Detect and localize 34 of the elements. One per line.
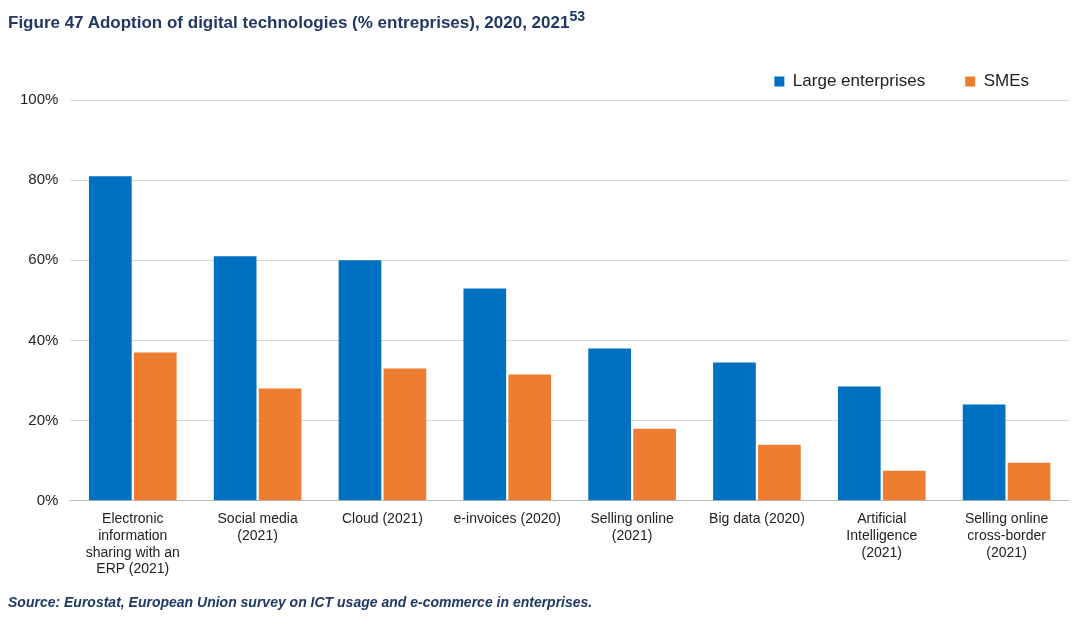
bar: [713, 362, 756, 500]
bar: [882, 470, 926, 500]
x-tick-label: Big data (2020): [709, 509, 805, 526]
legend-label: Large enterprises: [792, 70, 926, 90]
x-tick-label: Selling online cross-border (2021): [964, 509, 1049, 560]
y-tick-label: 20%: [28, 410, 59, 428]
x-tick-label: Electronic information sharing with an ERP (2021): [85, 509, 180, 577]
x-tick-label: Cloud (2021): [341, 509, 423, 526]
y-tick-label: 40%: [28, 330, 59, 348]
bar: [133, 352, 177, 500]
source-note: Source: Eurostat, European Union survey on ICT usage and e-commerce in enterprises.: [8, 593, 594, 610]
bar: [962, 404, 1006, 500]
y-tick-label: 60%: [28, 250, 59, 268]
x-tick-label: Artificial Intelligence (2021): [846, 509, 918, 560]
bar: [508, 374, 552, 500]
bar: [383, 368, 427, 500]
bar: [837, 386, 881, 500]
y-tick-label: 80%: [28, 169, 59, 187]
bar: [213, 255, 257, 500]
bar: [258, 388, 302, 500]
bar: [588, 348, 631, 500]
bar: [633, 428, 676, 500]
x-tick-label: Selling online (2021): [590, 509, 674, 543]
y-tick-label: 100%: [19, 89, 59, 107]
bar: [338, 259, 382, 500]
bar: [463, 288, 507, 500]
bar: [88, 175, 132, 500]
x-tick-label: e-invoices (2020): [453, 509, 561, 526]
legend-label: SMEs: [983, 70, 1029, 90]
bar: [1007, 462, 1051, 500]
y-tick-label: 0%: [36, 490, 59, 508]
x-tick-label: Social media (2021): [217, 509, 298, 543]
chart-title: Figure 47 Adoption of digital technologies (% entreprises), 2020, 2021$^{53}$: [8, 8, 587, 33]
bar: [758, 444, 801, 500]
